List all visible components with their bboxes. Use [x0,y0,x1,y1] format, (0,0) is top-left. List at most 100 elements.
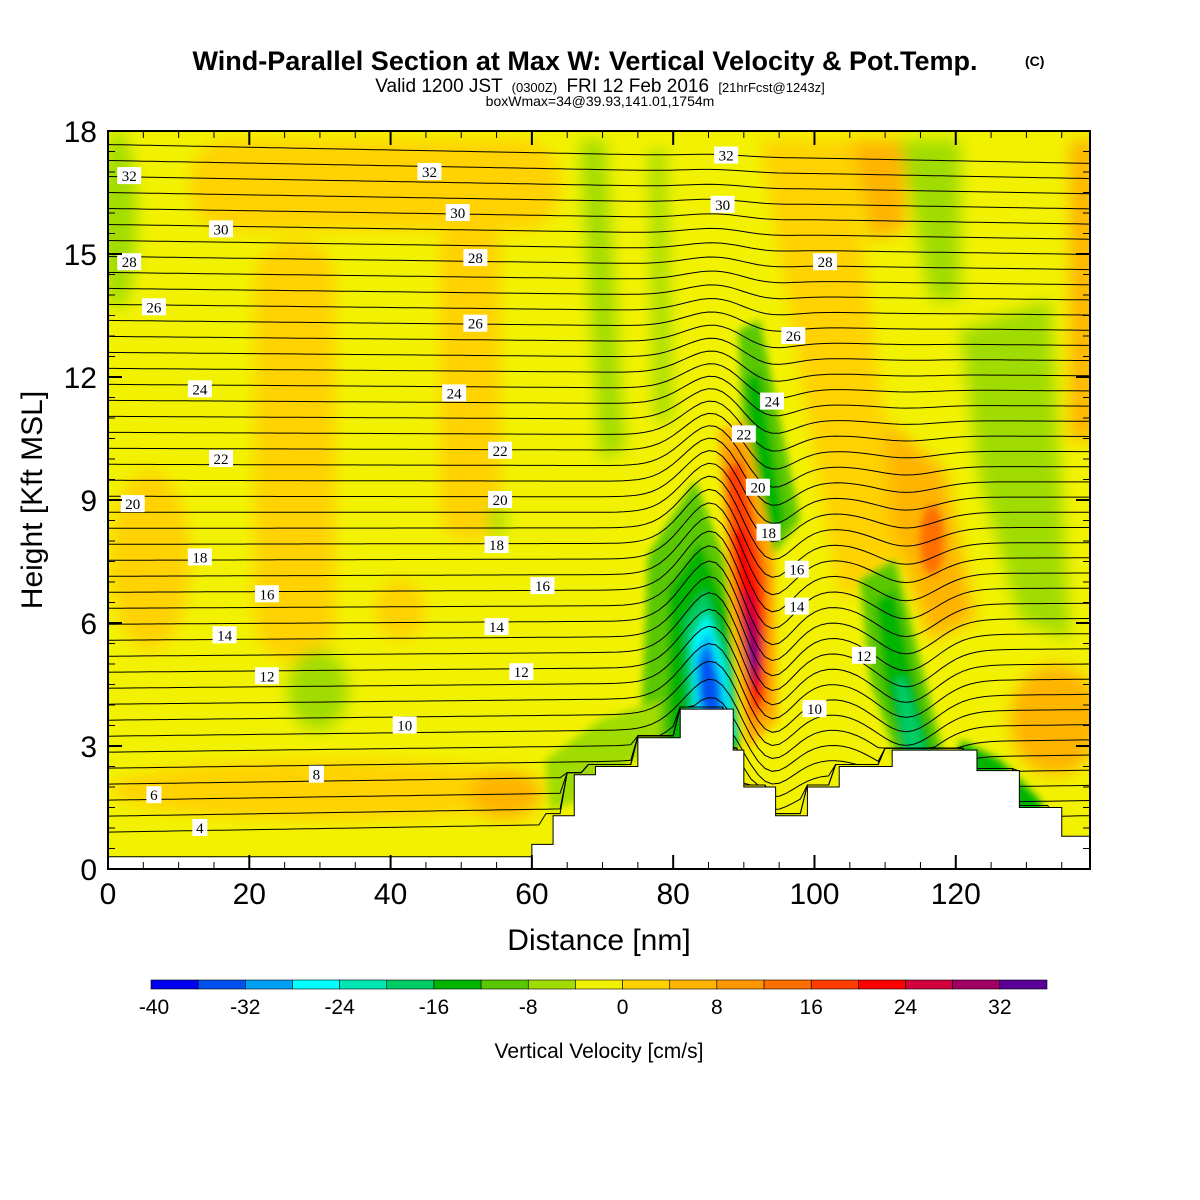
svg-text:20: 20 [493,493,508,509]
contour-label-12: 12 [254,667,279,685]
svg-text:14: 14 [217,628,233,644]
x-tick-label: 120 [931,878,981,911]
colorbar-label: Vertical Velocity [cm/s] [495,1040,704,1063]
svg-text:10: 10 [397,719,412,735]
contour-label-16: 16 [784,560,809,579]
theta-contour [108,592,1090,692]
svg-text:18: 18 [192,550,207,566]
contour-label-18: 18 [756,523,781,542]
contour-label-30: 30 [209,220,234,238]
contour-label-30: 30 [445,204,470,222]
colorbar-tick-label: -8 [519,996,538,1019]
svg-text:32: 32 [422,165,437,181]
x-tick-label: 100 [789,878,839,911]
theta-contour [108,324,1090,349]
blob-green-mid-column [580,140,625,460]
blob-orange-low-right [470,770,540,820]
theta-contour [108,192,1090,210]
svg-text:12: 12 [856,649,871,665]
contour-label-14: 14 [484,618,509,636]
svg-text:10: 10 [807,702,822,718]
y-tick-label: 18 [64,116,97,149]
colorbar-swatch [197,979,246,990]
svg-text:16: 16 [535,579,551,595]
y-tick-label: 6 [80,608,97,641]
blob-green-right-band [960,300,1070,640]
theta-contour [108,256,1090,271]
x-axis-ticks: 0 20 40 60 80 100 120 [100,131,1063,911]
theta-contour [108,160,1090,180]
theta-contour [108,576,1090,677]
y-tick-label: 3 [80,731,97,764]
green-downslope-inner [875,590,935,762]
subtitle-date: FRI 12 Feb 2016 [566,76,709,97]
svg-text:22: 22 [214,452,229,468]
theta-contour [108,400,1090,452]
colorbar-swatch [386,979,435,990]
contour-label-30: 30 [710,195,735,214]
svg-text:32: 32 [719,149,734,165]
svg-text:16: 16 [259,587,275,603]
colorbar-swatch [858,979,906,990]
colorbar-swatch [905,979,953,990]
svg-text:30: 30 [450,206,465,222]
svg-text:4: 4 [196,821,204,837]
contour-label-6: 6 [146,786,162,804]
colorbar-swatch [150,979,199,990]
contour-label-22: 22 [209,450,234,468]
blob-orange-right-edge [1070,140,1090,440]
colorbar-tick-label: 0 [617,996,629,1019]
colorbar-tick-label: 8 [711,996,723,1019]
x-tick-label: 40 [374,878,407,911]
contour-label-32: 32 [714,146,739,165]
colorbar-tick-label: -24 [324,996,355,1019]
colorbar: -40 -32 -24 -16 -8 0 8 16 24 32 [139,979,1048,1019]
contour-label-10: 10 [802,700,827,718]
chart-subtitle: Valid 1200 JST (0300Z) FRI 12 Feb 2016 [… [375,76,825,97]
theta-contour [108,311,1090,332]
contour-label-14: 14 [784,597,809,616]
colorbar-tick-label: -40 [139,996,169,1019]
svg-text:6: 6 [150,788,158,804]
svg-text:20: 20 [125,497,140,513]
y-tick-label: 12 [64,362,97,395]
colorbar-tick-label: 16 [800,996,823,1019]
contour-label-32: 32 [417,163,442,181]
theta-contour [108,488,1090,578]
colorbar-swatch [716,979,765,990]
svg-text:18: 18 [761,526,776,542]
svg-text:22: 22 [736,427,751,443]
blob-orange-surface-band [110,760,550,820]
svg-text:28: 28 [468,251,483,267]
green-column-upper-inner [745,370,785,545]
svg-text:26: 26 [468,317,484,333]
theta-contour [108,545,1090,646]
contour-label-26: 26 [781,327,806,345]
teal-downslope [895,678,925,758]
blob-orange-right-low [1010,665,1090,775]
colorbar-swatch [575,979,623,990]
theta-contour [108,475,1090,561]
blob-orange-blob-40nm [375,580,425,640]
theta-contour [108,144,1090,164]
contour-label-14: 14 [212,626,237,644]
x-tick-label: 80 [656,878,689,911]
theta-contour [108,388,1090,434]
colorbar-swatch [763,979,812,990]
svg-text:20: 20 [750,481,765,497]
theta-contour [108,375,1090,417]
contour-label-18: 18 [187,548,212,566]
svg-text:12: 12 [259,669,274,685]
svg-text:16: 16 [789,563,805,579]
svg-text:14: 14 [789,600,805,616]
contour-label-20: 20 [488,491,513,509]
colorbar-tick-label: 24 [894,996,918,1019]
contour-label-24: 24 [760,392,785,411]
contour-label-20: 20 [120,495,145,513]
contour-labels: 4 6 8 10 10 12 12 12 14 14 14 16 16 16 18 18 18 20 20 20 22 2… [117,146,876,837]
svg-text:22: 22 [493,444,508,460]
blob-orange-mid-column [440,220,500,540]
theta-contour [108,412,1090,470]
theta-contour [108,425,1090,488]
